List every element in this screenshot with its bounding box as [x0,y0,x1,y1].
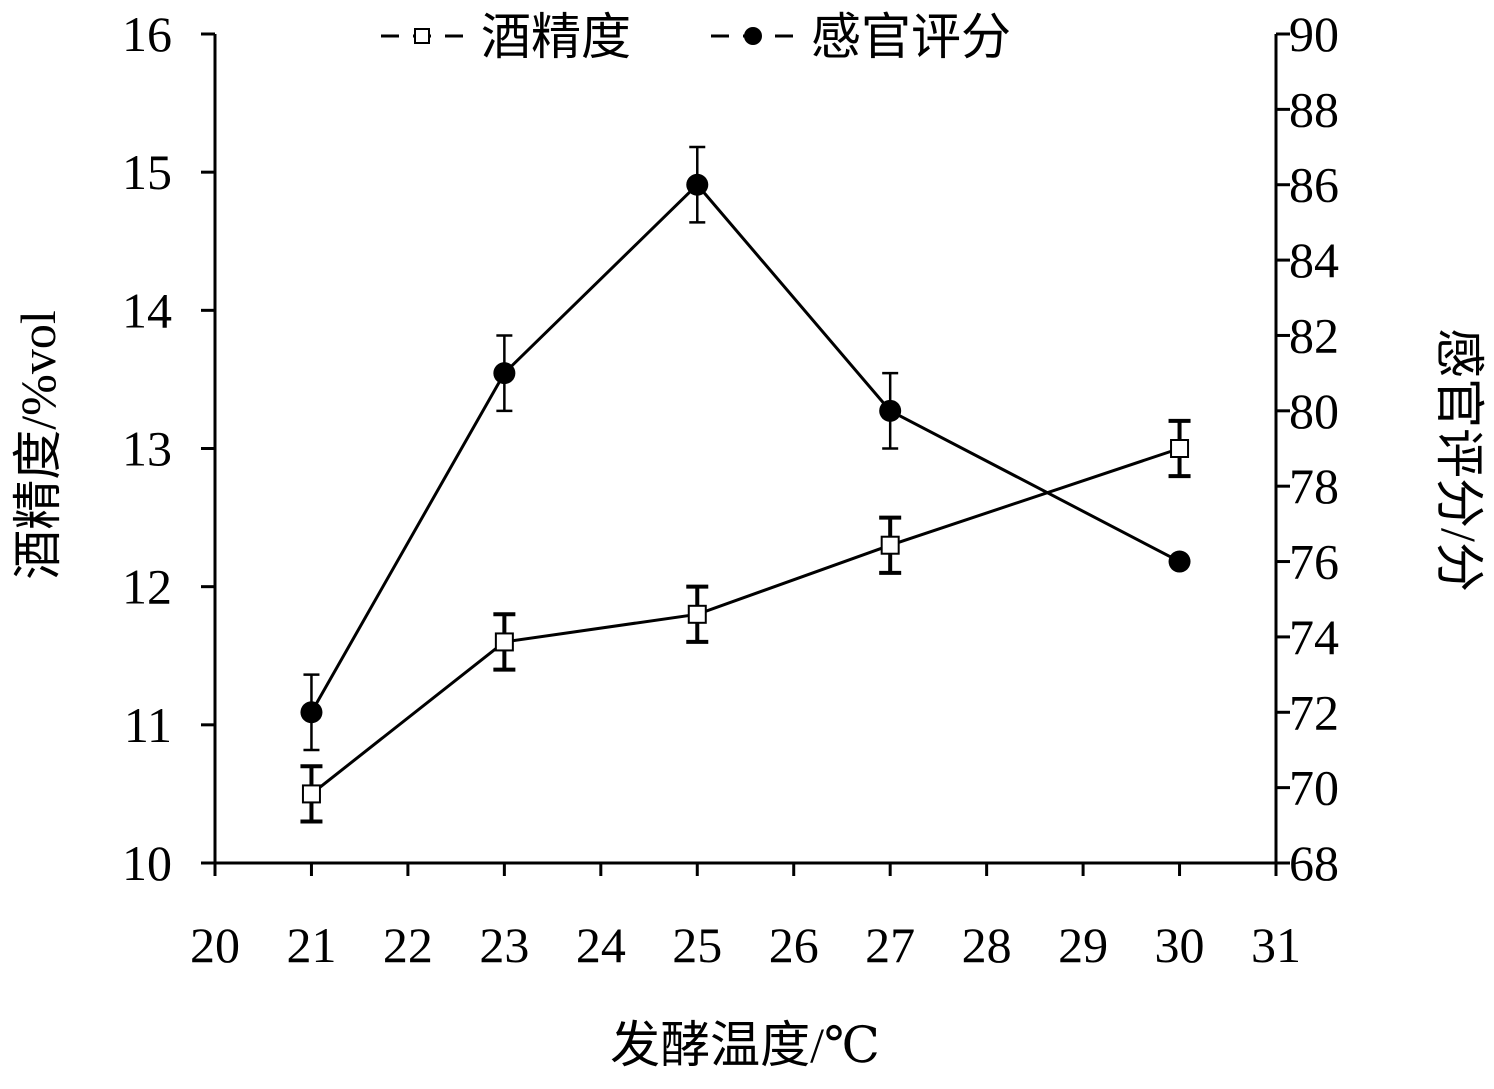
legend-item-1: 酒精度 [381,9,631,65]
left-y-tick-label: 11 [124,697,172,753]
x-tick-label: 27 [865,917,915,973]
data-point-circle [493,362,516,385]
x-tick-label: 24 [576,917,626,973]
left-y-tick-label: 10 [122,835,172,891]
right-y-tick-label: 74 [1289,609,1339,665]
legend-item-2: 感官评分 [711,9,1011,65]
left-y-tick-label: 15 [122,144,172,200]
left-y-tick-label: 16 [122,6,172,62]
right-y-tick-label: 78 [1289,458,1339,514]
legend: 酒精度 感官评分 [381,9,1011,65]
right-y-tick-label: 88 [1289,81,1339,137]
right-y-tick-label: 90 [1289,6,1339,62]
x-tick-label: 23 [479,917,529,973]
left-y-axis-title: 酒精度/%vol [10,310,66,579]
right-y-tick-label: 82 [1289,307,1339,363]
legend-label: 感官评分 [811,9,1011,65]
left-y-tick-label: 14 [122,282,172,338]
x-tick-label: 29 [1058,917,1108,973]
right-y-tick-label: 72 [1289,684,1339,740]
data-point-circle [879,399,902,422]
right-y-tick-label: 80 [1289,383,1339,439]
series-1 [300,418,1191,824]
x-tick-label: 31 [1251,917,1301,973]
data-point-circle [686,173,709,196]
data-point-circle [1168,550,1191,573]
data-point-square [494,632,514,652]
legend-label: 酒精度 [481,9,631,65]
x-tick-label: 26 [769,917,819,973]
right-y-tick-label: 86 [1289,157,1339,213]
right-y-tick-label: 76 [1289,534,1339,590]
x-tick-label: 20 [190,917,240,973]
legend-circle-marker [744,27,762,45]
series-2 [300,145,1191,752]
data-point-square [880,535,900,555]
data-point-circle [300,701,323,724]
series-line [310,447,1181,796]
x-tick-label: 30 [1155,917,1205,973]
left-y-tick-label: 13 [122,421,172,477]
right-y-axis-title: 感官评分/分 [1431,328,1487,592]
axes: 20 21 22 23 24 25 26 27 28 29 30 31 10 11 12 13 14 15 16 68… [122,6,1339,973]
x-axis-title: 发酵温度/℃ [610,1017,880,1073]
left-y-tick-label: 12 [122,559,172,615]
right-y-tick-label: 84 [1289,232,1339,288]
right-y-tick-label: 70 [1289,760,1339,816]
x-tick-label: 21 [286,917,336,973]
series-layer [300,145,1191,824]
x-tick-label: 25 [672,917,722,973]
right-y-tick-label: 68 [1289,835,1339,891]
x-tick-label: 28 [962,917,1012,973]
data-point-square [687,604,707,624]
x-tick-label: 22 [383,917,433,973]
data-point-square [1170,439,1190,458]
series-line [310,182,1181,714]
data-point-square [301,784,321,804]
legend-square-marker [414,28,430,44]
